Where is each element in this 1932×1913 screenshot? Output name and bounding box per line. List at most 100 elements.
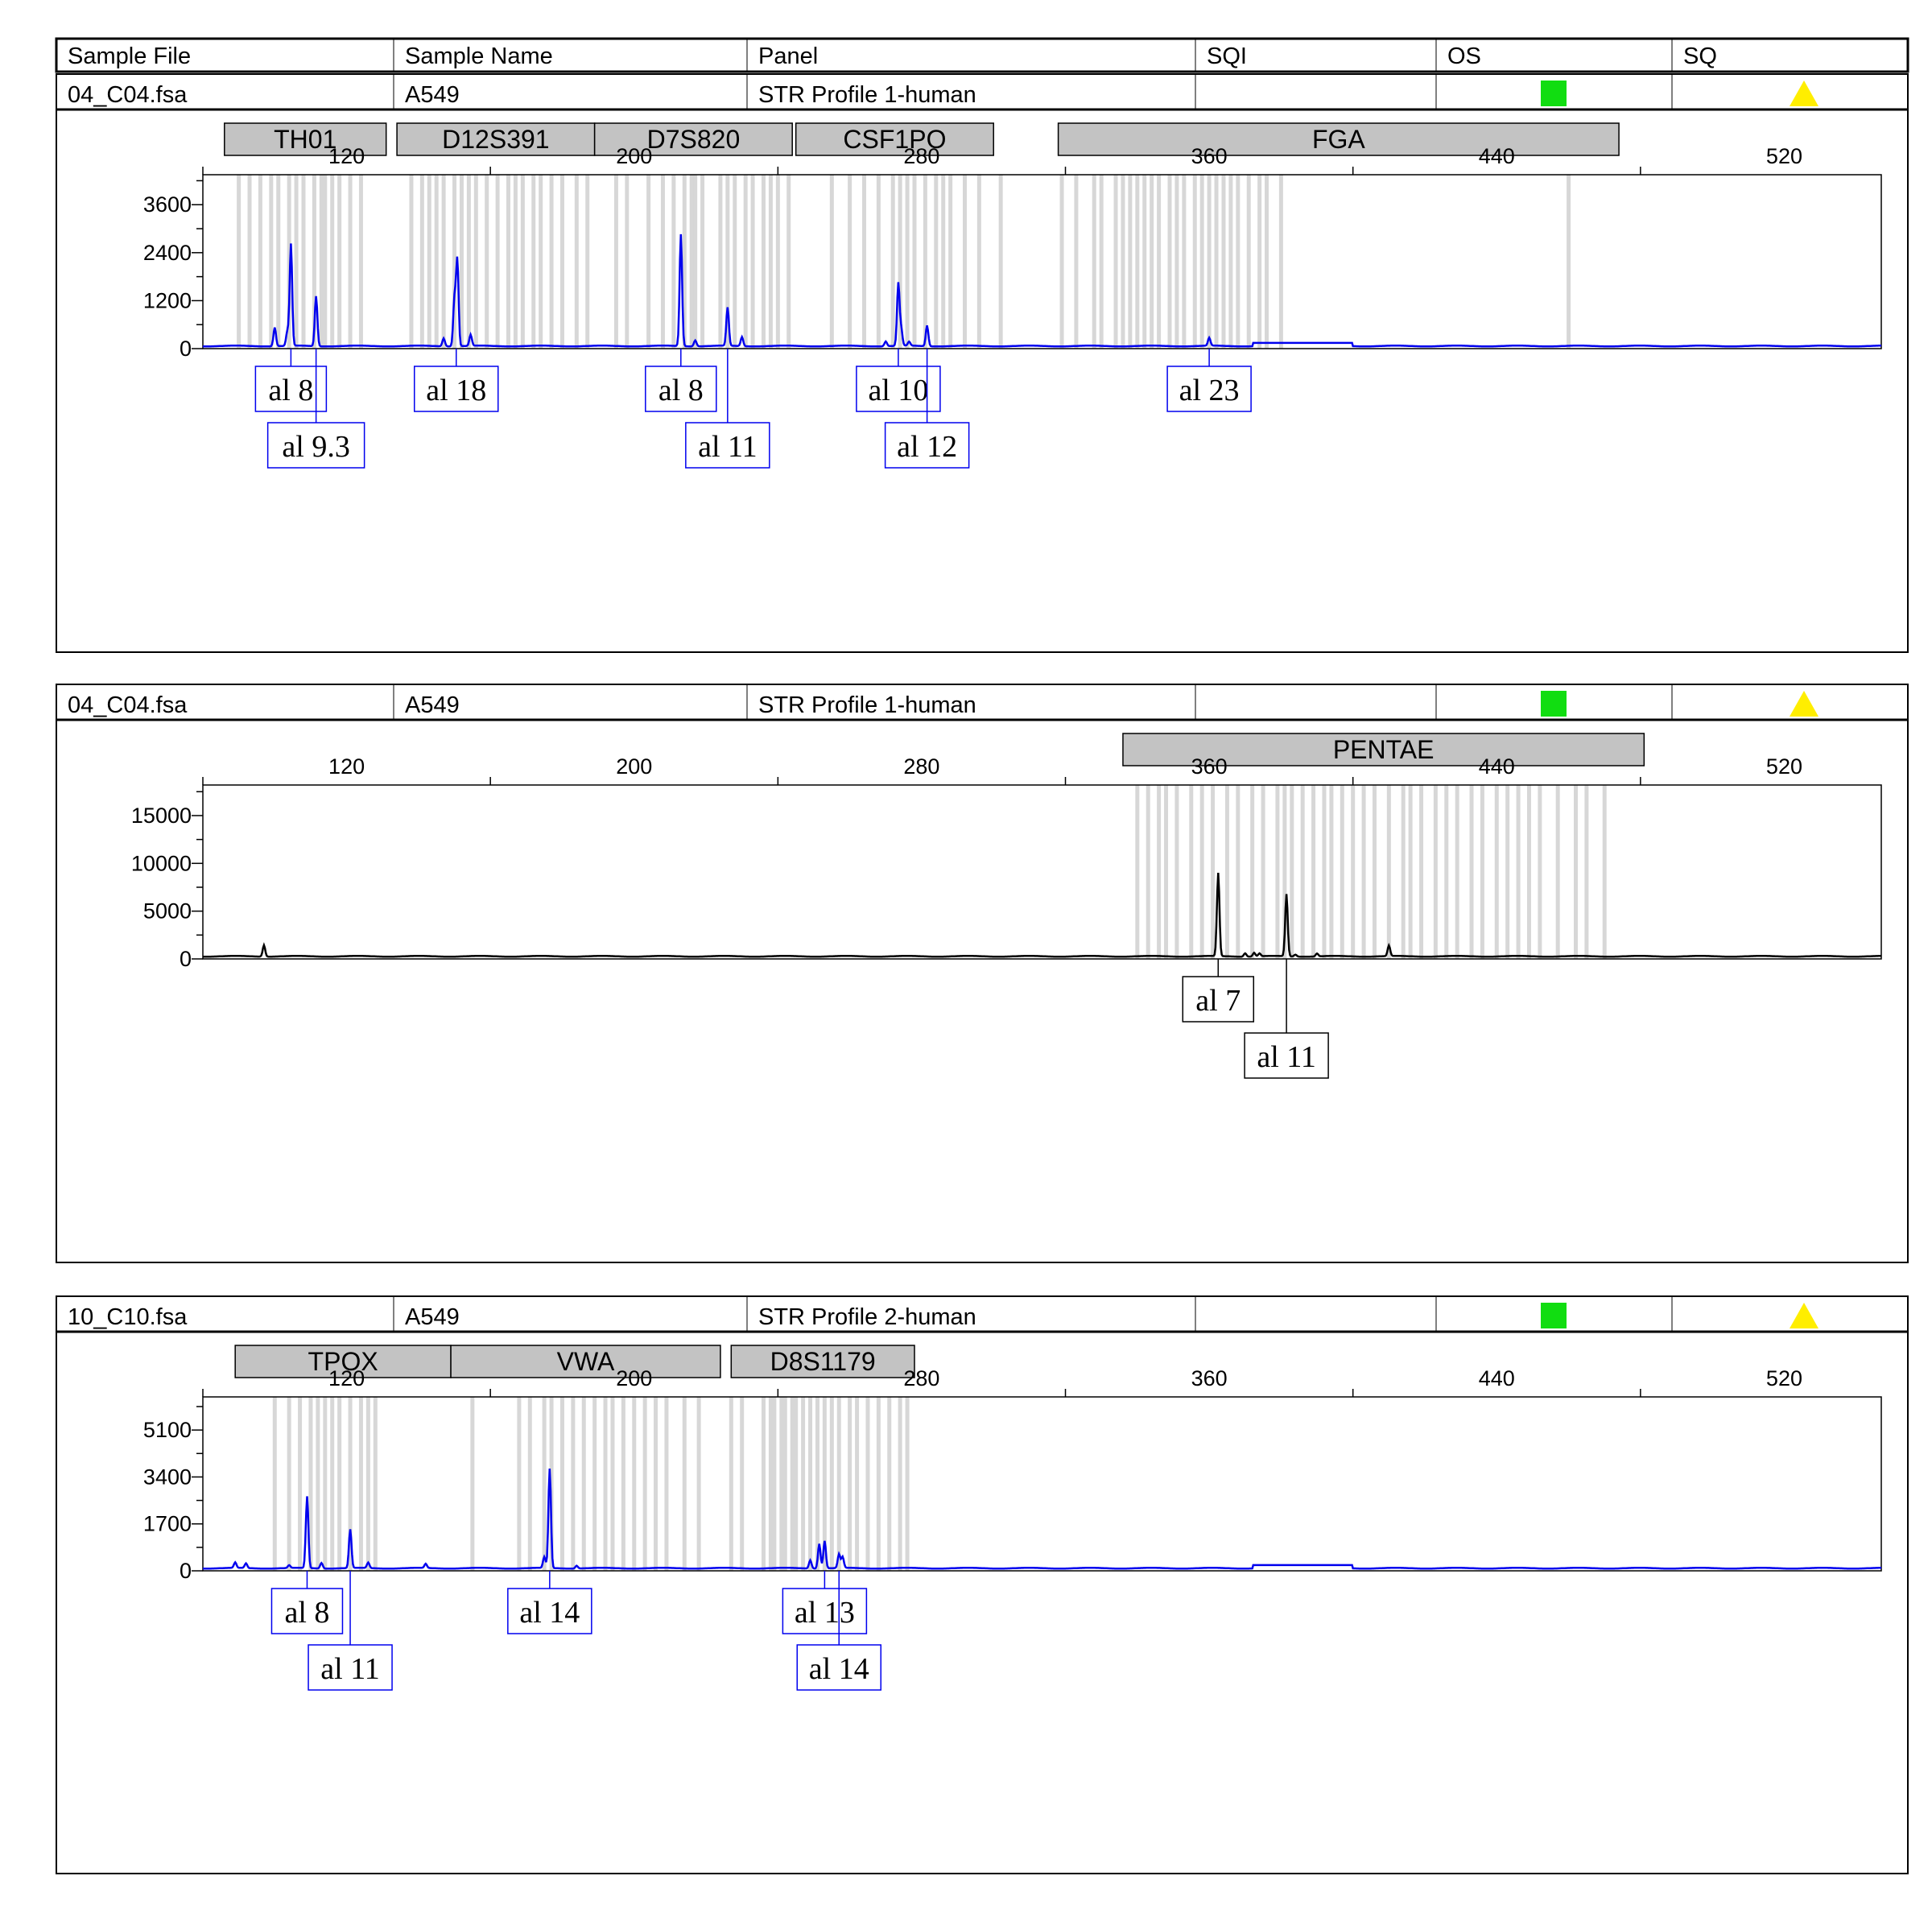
allele-bin (808, 1397, 813, 1571)
x-tick-label: 440 (1479, 1366, 1515, 1390)
marker-label: D8S1179 (770, 1347, 876, 1376)
allele-bin (287, 1397, 291, 1571)
allele-bin (729, 1397, 733, 1571)
marker-label: VWA (557, 1347, 615, 1376)
allele-bin (682, 175, 687, 349)
allele-bin (1074, 175, 1079, 349)
allele-bin (646, 175, 651, 349)
allele-bin (1455, 785, 1459, 959)
allele-bin (1408, 785, 1413, 959)
allele-call-box (254, 366, 328, 412)
allele-bin (287, 175, 291, 349)
y-tick-label: 5100 (143, 1418, 192, 1442)
allele-bin (1567, 175, 1571, 349)
allele-bin (610, 1397, 615, 1571)
x-tick-label: 440 (1479, 754, 1515, 779)
x-tick-label: 360 (1191, 1366, 1228, 1390)
allele-bin (912, 175, 917, 349)
allele-bin (761, 1397, 766, 1571)
marker-label: TH01 (274, 125, 336, 154)
marker-box (1122, 733, 1645, 766)
allele-bin (1282, 785, 1287, 959)
allele-bin (323, 175, 328, 349)
allele-bin (517, 1397, 522, 1571)
y-tick-label: 3600 (143, 192, 192, 217)
allele-bin (269, 175, 274, 349)
allele-bin (258, 175, 262, 349)
allele-bin (613, 175, 618, 349)
allele-bin (625, 175, 630, 349)
allele-call-label: al 12 (897, 430, 957, 464)
allele-call-box (270, 1588, 344, 1634)
allele-bin (1444, 785, 1449, 959)
allele-call-box (796, 1644, 881, 1691)
allele-bin (941, 175, 946, 349)
x-tick-label: 280 (903, 1366, 939, 1390)
allele-call-box (685, 422, 770, 469)
allele-bin (794, 1397, 799, 1571)
allele-bin (1555, 785, 1560, 959)
allele-bin (1135, 785, 1140, 959)
allele-bin (1257, 175, 1262, 349)
sample-panel-frame (56, 1295, 1909, 1874)
allele-bin (861, 175, 866, 349)
allele-call-box (856, 366, 941, 412)
allele-bin (768, 1397, 773, 1571)
panel-value: STR Profile 1-human (758, 692, 976, 718)
allele-bin (520, 175, 525, 349)
marker-label: CSF1PO (843, 125, 946, 154)
allele-bin (1142, 175, 1147, 349)
allele-bin (1228, 175, 1233, 349)
plot-frame (202, 174, 1882, 349)
x-tick-label: 200 (616, 1366, 652, 1390)
signal-trace (203, 873, 1881, 958)
marker-label: PENTAE (1333, 735, 1435, 764)
allele-bin (1526, 785, 1531, 959)
allele-bin (632, 1397, 637, 1571)
allele-bin (1372, 785, 1377, 959)
allele-bin (822, 1397, 827, 1571)
sample-panel: 04_C04.fsa A549 STR Profile 1-human PENTAE 1… (56, 684, 1909, 1263)
allele-call-label: al 11 (320, 1652, 380, 1686)
allele-bin (876, 175, 881, 349)
allele-bin (1221, 175, 1226, 349)
allele-bin (506, 175, 510, 349)
allele-bin (848, 175, 852, 349)
allele-bin (976, 175, 981, 349)
panel-value: STR Profile 1-human (758, 82, 976, 108)
allele-call-box (645, 366, 717, 412)
allele-bin (1469, 785, 1474, 959)
marker-label: D7S820 (647, 125, 741, 154)
allele-bin (923, 175, 927, 349)
allele-bin (1059, 175, 1064, 349)
allele-bin (581, 1397, 586, 1571)
x-tick-label: 120 (328, 754, 365, 779)
allele-bin (1311, 785, 1316, 959)
marker-box (396, 122, 596, 156)
allele-bin (829, 175, 834, 349)
x-tick-label: 440 (1479, 144, 1515, 168)
allele-bin (1199, 785, 1204, 959)
allele-bin (1192, 175, 1197, 349)
allele-bin (559, 1397, 564, 1571)
allele-bin (1538, 785, 1542, 959)
allele-bin (409, 175, 414, 349)
allele-bin (247, 175, 252, 349)
yellow-triangle-icon (1790, 81, 1818, 106)
allele-bin (466, 175, 471, 349)
marker-box (234, 1345, 452, 1378)
sample-panel-frame (56, 73, 1909, 653)
allele-bin (905, 1397, 910, 1571)
sample-file-value: 04_C04.fsa (68, 82, 188, 108)
sample-panel-frame (56, 684, 1909, 1263)
marker-box (224, 122, 387, 156)
column-header-panel: Panel (758, 43, 818, 69)
allele-bin (1516, 785, 1521, 959)
allele-call-box (266, 422, 365, 469)
allele-bin (308, 1397, 313, 1571)
column-header-sample-name: Sample Name (405, 43, 553, 69)
allele-bin (348, 175, 353, 349)
allele-bin (330, 1397, 335, 1571)
allele-call-label: al 11 (1257, 1040, 1316, 1074)
